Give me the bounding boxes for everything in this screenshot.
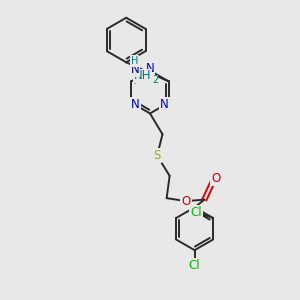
Text: S: S — [153, 149, 161, 162]
Text: N: N — [131, 98, 140, 111]
Text: 2: 2 — [152, 75, 158, 85]
Text: O: O — [211, 172, 220, 185]
Text: N: N — [146, 62, 154, 75]
Text: H: H — [131, 56, 139, 66]
Text: Cl: Cl — [190, 206, 202, 219]
Text: NH: NH — [134, 70, 152, 83]
Text: N: N — [130, 63, 139, 76]
Text: Cl: Cl — [189, 259, 200, 272]
Text: O: O — [181, 195, 190, 208]
Text: N: N — [160, 98, 169, 111]
